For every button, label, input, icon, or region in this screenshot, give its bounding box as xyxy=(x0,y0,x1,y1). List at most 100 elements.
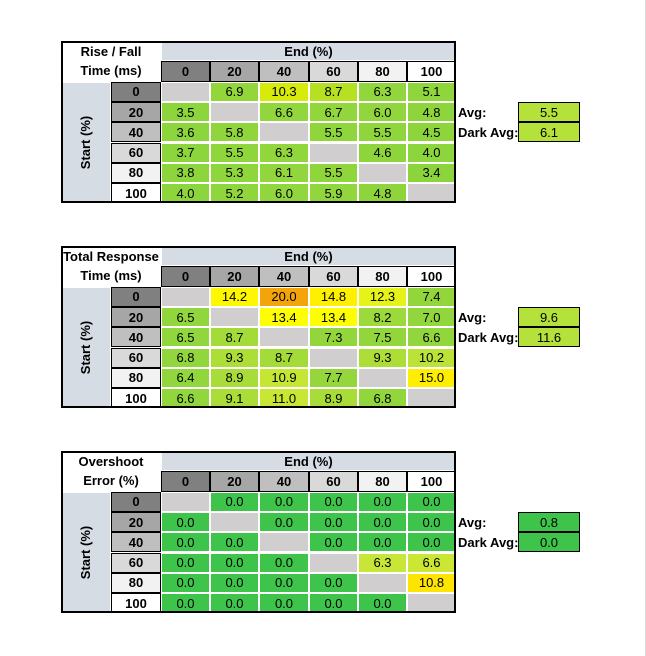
empty-cell xyxy=(259,327,309,348)
value-cell: 5.2 xyxy=(210,183,259,204)
avg-value: 0.8 xyxy=(518,511,580,533)
dark-avg-value: 6.1 xyxy=(518,122,580,143)
empty-cell xyxy=(309,142,358,163)
empty-cell xyxy=(407,183,456,204)
row-header: 80 xyxy=(111,572,161,594)
value-cell: 0.0 xyxy=(259,491,309,512)
start-label: Start (%) xyxy=(78,525,94,580)
empty-cell xyxy=(210,511,259,533)
empty-cell xyxy=(259,532,309,553)
title-line: Total Response xyxy=(63,249,159,265)
row-header: 20 xyxy=(111,101,161,123)
value-cell: 10.8 xyxy=(407,572,456,594)
value-cell: 4.8 xyxy=(358,183,407,204)
dark-avg-label: Dark Avg: xyxy=(458,534,519,550)
column-header: 40 xyxy=(259,471,309,492)
value-cell: 4.0 xyxy=(407,142,456,163)
value-cell: 6.4 xyxy=(161,367,210,389)
title-line: Time (ms) xyxy=(80,268,142,284)
value-cell: 10.9 xyxy=(259,367,309,389)
value-cell: 7.7 xyxy=(309,367,358,389)
column-header: 0 xyxy=(161,471,210,492)
avg-value: 9.6 xyxy=(518,306,580,328)
value-cell: 15.0 xyxy=(407,367,456,389)
value-cell: 6.3 xyxy=(259,142,309,163)
value-cell: 6.6 xyxy=(259,101,309,123)
value-cell: 0.0 xyxy=(210,593,259,614)
value-cell: 6.9 xyxy=(210,81,259,102)
value-cell: 8.2 xyxy=(358,306,407,328)
empty-cell xyxy=(358,572,407,594)
start-label: Start (%) xyxy=(78,320,94,375)
column-header: 40 xyxy=(259,61,309,82)
value-cell: 7.5 xyxy=(358,327,407,348)
value-cell: 0.0 xyxy=(161,532,210,553)
row-header: 100 xyxy=(111,388,161,409)
value-cell: 9.1 xyxy=(210,388,259,409)
row-header: 60 xyxy=(111,347,161,368)
empty-cell xyxy=(358,367,407,389)
value-cell: 7.0 xyxy=(407,306,456,328)
column-header: 80 xyxy=(358,471,407,492)
title-line: Rise / Fall xyxy=(80,44,142,60)
value-cell: 5.8 xyxy=(210,122,259,143)
value-cell: 0.0 xyxy=(161,511,210,533)
value-cell: 0.0 xyxy=(309,572,358,594)
empty-cell xyxy=(407,593,456,614)
value-cell: 0.0 xyxy=(161,593,210,614)
value-cell: 0.0 xyxy=(407,491,456,512)
empty-cell xyxy=(161,81,210,102)
value-cell: 0.0 xyxy=(259,572,309,594)
column-header: 100 xyxy=(407,266,456,287)
value-cell: 8.9 xyxy=(309,388,358,409)
value-cell: 0.0 xyxy=(161,572,210,594)
value-cell: 6.5 xyxy=(161,306,210,328)
value-cell: 0.0 xyxy=(259,593,309,614)
empty-cell xyxy=(309,552,358,573)
column-header: 80 xyxy=(358,266,407,287)
end-label: End (%) xyxy=(161,41,456,62)
value-cell: 6.0 xyxy=(259,183,309,204)
title-line: Error (%) xyxy=(83,473,139,489)
value-cell: 6.7 xyxy=(309,101,358,123)
row-header: 80 xyxy=(111,367,161,389)
empty-cell xyxy=(210,306,259,328)
value-cell: 3.4 xyxy=(407,162,456,184)
value-cell: 9.3 xyxy=(358,347,407,368)
value-cell: 7.3 xyxy=(309,327,358,348)
row-header: 0 xyxy=(111,286,161,307)
column-header: 40 xyxy=(259,266,309,287)
value-cell: 3.5 xyxy=(161,101,210,123)
value-cell: 4.5 xyxy=(407,122,456,143)
title-line: Time (ms) xyxy=(80,63,142,79)
column-header: 60 xyxy=(309,266,358,287)
value-cell: 4.8 xyxy=(407,101,456,123)
start-label: Start (%) xyxy=(78,115,94,170)
row-header: 60 xyxy=(111,142,161,163)
empty-cell xyxy=(309,347,358,368)
value-cell: 6.6 xyxy=(407,552,456,573)
value-cell: 6.6 xyxy=(407,327,456,348)
value-cell: 0.0 xyxy=(358,511,407,533)
value-cell: 0.0 xyxy=(407,511,456,533)
dark-avg-value: 11.6 xyxy=(518,327,580,348)
row-header: 40 xyxy=(111,327,161,348)
value-cell: 0.0 xyxy=(309,491,358,512)
dark-avg-value: 0.0 xyxy=(518,532,580,553)
value-cell: 6.0 xyxy=(358,101,407,123)
column-header: 100 xyxy=(407,471,456,492)
value-cell: 6.6 xyxy=(161,388,210,409)
empty-cell xyxy=(210,101,259,123)
value-cell: 13.4 xyxy=(259,306,309,328)
value-cell: 10.2 xyxy=(407,347,456,368)
value-cell: 6.3 xyxy=(358,552,407,573)
value-cell: 3.8 xyxy=(161,162,210,184)
column-header: 80 xyxy=(358,61,407,82)
title-line: Overshoot xyxy=(78,454,144,470)
value-cell: 6.5 xyxy=(161,327,210,348)
value-cell: 8.7 xyxy=(259,347,309,368)
avg-value: 5.5 xyxy=(518,101,580,123)
avg-label: Avg: xyxy=(458,104,487,120)
value-cell: 11.0 xyxy=(259,388,309,409)
